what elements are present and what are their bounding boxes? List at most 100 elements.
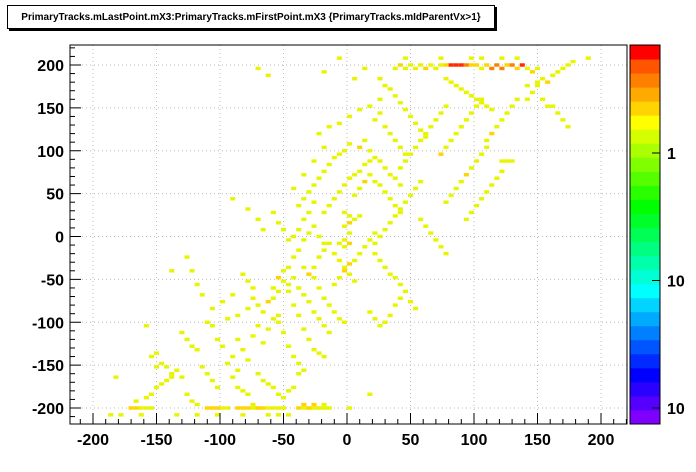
heatmap-bin bbox=[189, 344, 195, 348]
heatmap-bin bbox=[397, 282, 403, 287]
heatmap-bin bbox=[443, 251, 449, 256]
heatmap-bin bbox=[296, 227, 302, 232]
heatmap-bin bbox=[402, 56, 408, 60]
heatmap-bin bbox=[301, 265, 307, 270]
heatmap-bin bbox=[387, 197, 393, 201]
heatmap-bin bbox=[367, 238, 373, 242]
heatmap-bin bbox=[265, 299, 271, 304]
heatmap-bin bbox=[209, 323, 215, 328]
heatmap-bin bbox=[433, 238, 439, 242]
colorbar-segment bbox=[630, 73, 660, 88]
heatmap-bin bbox=[372, 155, 378, 160]
colorbar-segment bbox=[630, 101, 660, 116]
heatmap-bin bbox=[153, 365, 160, 369]
heatmap-bin bbox=[204, 371, 210, 376]
heatmap-bin bbox=[220, 344, 226, 348]
x-axis-tick-labels: -200 -150 -100 -50 0 50 100 150 200 bbox=[77, 432, 614, 449]
heatmap-bin bbox=[306, 406, 312, 410]
heatmap-bin bbox=[367, 149, 373, 153]
heatmap-bin bbox=[529, 90, 535, 95]
heatmap-bin bbox=[357, 145, 363, 150]
heatmap-bin bbox=[407, 63, 414, 67]
heatmap-bin bbox=[387, 173, 393, 177]
heatmap-bin bbox=[250, 334, 256, 338]
heatmap-bin bbox=[438, 56, 444, 60]
heatmap-bin bbox=[392, 214, 398, 218]
heatmap-bin bbox=[494, 125, 500, 129]
heatmap-bin bbox=[128, 406, 134, 410]
heatmap-bin bbox=[118, 413, 124, 417]
heatmap-bin bbox=[311, 406, 317, 410]
heatmap-bin bbox=[148, 354, 154, 359]
heatmap-bin bbox=[169, 371, 175, 376]
heatmap-bin bbox=[164, 365, 170, 369]
heatmap-bin bbox=[270, 296, 276, 300]
heatmap-bin bbox=[534, 80, 541, 84]
heatmap-bin bbox=[367, 310, 373, 314]
heatmap-bin bbox=[321, 323, 327, 328]
heatmap-bin bbox=[570, 59, 576, 64]
heatmap-bin bbox=[331, 310, 337, 314]
x-tick-label: 50 bbox=[402, 432, 420, 449]
heatmap-bin bbox=[270, 317, 276, 321]
heatmap-bin bbox=[347, 406, 353, 410]
colorbar-segment bbox=[630, 213, 660, 228]
heatmap-bin bbox=[240, 406, 246, 410]
heatmap-bin bbox=[438, 152, 444, 156]
colorbar-segment bbox=[630, 297, 660, 313]
heatmap-bin bbox=[402, 200, 408, 204]
heatmap-bin bbox=[413, 66, 419, 71]
heatmap-bin bbox=[301, 406, 307, 410]
heatmap-bin bbox=[453, 131, 459, 136]
heatmap-bin bbox=[174, 368, 180, 372]
heatmap-bin bbox=[555, 111, 561, 115]
colorbar-label: 10 bbox=[667, 401, 685, 418]
heatmap-bin bbox=[286, 389, 292, 393]
heatmap-bin bbox=[296, 361, 302, 366]
colorbar-segment bbox=[630, 311, 660, 327]
heatmap-bin bbox=[148, 406, 154, 410]
heatmap-bin bbox=[138, 406, 144, 410]
heatmap-bin bbox=[489, 66, 495, 71]
heatmap-bin bbox=[347, 142, 353, 146]
colorbar-segment bbox=[630, 255, 660, 271]
heatmap-bin bbox=[306, 272, 312, 276]
x-tick-label: 150 bbox=[524, 432, 551, 449]
heatmap-bin bbox=[265, 406, 271, 410]
heatmap-bin bbox=[331, 197, 337, 201]
heatmap-bin bbox=[524, 97, 530, 102]
heatmap-bin bbox=[321, 296, 327, 300]
heatmap-bin bbox=[433, 66, 439, 71]
heatmap-bin bbox=[291, 234, 297, 239]
heatmap-bin bbox=[463, 118, 469, 122]
heatmap-bin bbox=[174, 413, 180, 417]
heatmap-bin bbox=[316, 317, 322, 321]
heatmap-bin bbox=[397, 296, 403, 300]
heatmap-bin bbox=[397, 101, 403, 105]
heatmap-bin bbox=[428, 125, 434, 129]
heatmap-bin bbox=[514, 66, 520, 71]
colorbar-segment bbox=[630, 171, 660, 186]
heatmap-bin bbox=[387, 272, 393, 276]
heatmap-bin bbox=[336, 275, 342, 280]
heatmap-bin bbox=[397, 145, 403, 150]
heatmap-bin bbox=[468, 166, 474, 170]
colorbar-segment bbox=[630, 283, 660, 299]
heatmap-bin bbox=[413, 121, 419, 126]
heatmap-bin bbox=[209, 378, 215, 383]
heatmap-bin bbox=[230, 197, 236, 201]
heatmap-bin bbox=[474, 203, 480, 208]
heatmap-bin bbox=[260, 341, 266, 345]
heatmap-bin bbox=[347, 262, 353, 266]
heatmap-bin bbox=[407, 299, 414, 304]
heatmap-bin bbox=[479, 97, 485, 102]
x-tick-label: -200 bbox=[77, 432, 109, 449]
heatmap-bin bbox=[336, 258, 342, 263]
heatmap-bin bbox=[275, 413, 281, 417]
heatmap-bin bbox=[260, 227, 266, 232]
heatmap-bin bbox=[474, 159, 480, 163]
heatmap-bin bbox=[153, 351, 160, 355]
heatmap-bin bbox=[514, 56, 520, 60]
heatmap-bin bbox=[306, 210, 312, 215]
colorbar-segment bbox=[630, 185, 660, 200]
